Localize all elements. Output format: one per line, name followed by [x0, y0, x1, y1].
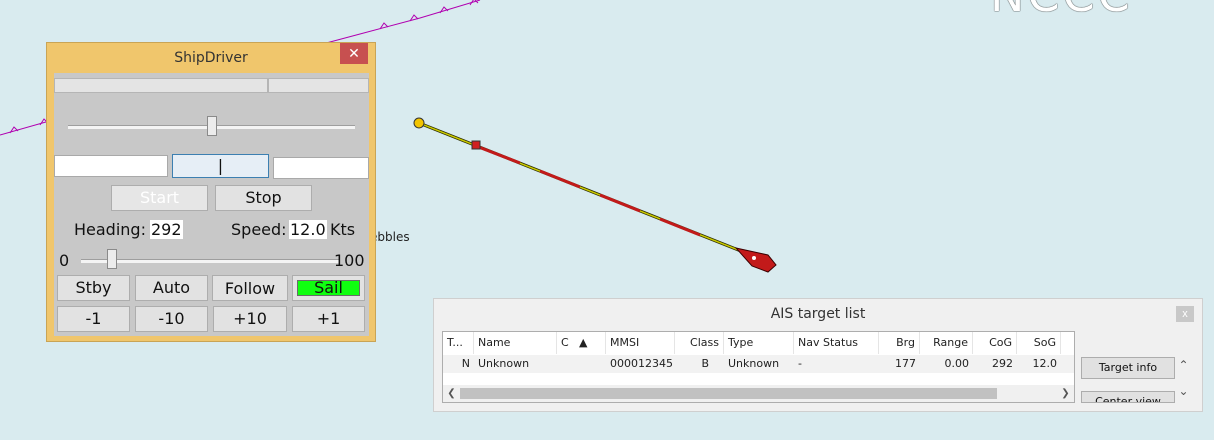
sail-button[interactable]: Sail: [292, 275, 365, 301]
column-header-cog[interactable]: CoG: [973, 332, 1017, 354]
center-view-button[interactable]: Center view: [1081, 391, 1175, 403]
ais-table[interactable]: T... Name C ▲ MMSI Class Type Nav Status…: [442, 331, 1075, 403]
target-info-button[interactable]: Target info: [1081, 357, 1175, 379]
speed-slider-thumb[interactable]: [106, 249, 117, 269]
ais-title: AIS target list: [770, 306, 866, 322]
start-button[interactable]: Start: [111, 185, 208, 211]
center-field-button[interactable]: |: [172, 154, 269, 178]
column-header-callsign[interactable]: C: [561, 336, 569, 349]
cell-type: N: [461, 357, 470, 370]
track-red-segments: [475, 144, 701, 237]
scroll-right-icon[interactable]: ❯: [1061, 388, 1070, 399]
cell-range: 0.00: [944, 357, 970, 370]
waypoint-marker[interactable]: [413, 117, 425, 129]
cell-bearing: 177: [895, 357, 916, 370]
table-row[interactable]: N Unknown 000012345 B Unknown - 177 0.00…: [443, 355, 1074, 373]
plus-1-button[interactable]: +1: [292, 306, 365, 332]
scroll-down-icon[interactable]: ⌄: [1178, 384, 1189, 398]
scroll-up-icon[interactable]: ⌃: [1178, 358, 1189, 372]
stop-button[interactable]: Stop: [215, 185, 312, 211]
shipdriver-window[interactable]: ShipDriver ✕ | Start Stop Heading: 292 S…: [46, 42, 376, 342]
horizontal-scroll-thumb[interactable]: [460, 388, 997, 399]
cell-mmsi: 000012345: [610, 357, 673, 370]
plus-10-button[interactable]: +10: [213, 306, 287, 332]
rudder-slider-thumb[interactable]: [207, 116, 217, 136]
column-header-name[interactable]: Name: [474, 332, 557, 354]
cell-cog: 292: [992, 357, 1013, 370]
auto-button[interactable]: Auto: [135, 275, 208, 301]
ais-target-list-window[interactable]: AIS target list x T... Name C ▲ MMSI Cla…: [433, 298, 1203, 412]
close-icon[interactable]: ✕: [340, 43, 368, 64]
stby-button[interactable]: Stby: [57, 275, 130, 301]
cell-ship-type: Unknown: [728, 357, 780, 370]
track-marker: [471, 140, 481, 150]
column-header-range[interactable]: Range: [920, 332, 973, 354]
cell-callsign: [557, 355, 606, 373]
scroll-left-icon[interactable]: ❮: [447, 388, 456, 399]
speed-range-max: 100: [334, 251, 365, 270]
minus-1-button[interactable]: -1: [57, 306, 130, 332]
close-icon[interactable]: x: [1176, 306, 1194, 322]
shipdriver-panel: | Start Stop Heading: 292 Speed: 12.0 Kt…: [54, 73, 369, 336]
column-header-mmsi[interactable]: MMSI: [606, 332, 675, 354]
column-header-type[interactable]: T...: [443, 332, 474, 354]
status-field-left: [54, 78, 268, 93]
speed-range-min: 0: [59, 251, 70, 270]
left-info-field[interactable]: [54, 155, 168, 177]
track-line-highlight: [418, 122, 757, 258]
cell-name: Unknown: [478, 357, 530, 370]
cell-class: B: [701, 357, 709, 370]
speed-value: 12.0: [289, 220, 327, 239]
cell-nav-status: -: [798, 357, 802, 370]
cell-sog: 12.0: [1032, 357, 1058, 370]
column-header-bearing[interactable]: Brg: [879, 332, 920, 354]
column-header-class[interactable]: Class: [675, 332, 724, 354]
horizontal-scrollbar[interactable]: ❮ ❯: [443, 385, 1074, 402]
speed-unit: Kts: [330, 220, 356, 239]
follow-button[interactable]: Follow: [212, 275, 288, 301]
sort-ascending-icon[interactable]: ▲: [575, 332, 606, 354]
status-field-right: [268, 78, 369, 93]
column-header-sog[interactable]: SoG: [1017, 332, 1061, 354]
chart-place-label: ebbles: [370, 230, 410, 244]
speed-slider-track: [81, 259, 339, 263]
heading-value: 292: [150, 220, 183, 239]
sail-button-label: Sail: [314, 278, 343, 297]
shipdriver-title: ShipDriver: [174, 50, 248, 66]
chart-large-label: NCCC: [990, 0, 1133, 22]
column-header-nav-status[interactable]: Nav Status: [794, 332, 879, 354]
sail-active-indicator: [297, 280, 360, 296]
minus-10-button[interactable]: -10: [135, 306, 208, 332]
right-info-field[interactable]: [273, 157, 369, 179]
ship-position-dot: [752, 256, 756, 260]
speed-label: Speed:: [231, 220, 287, 239]
column-header-ship-type[interactable]: Type: [724, 332, 794, 354]
ship-icon[interactable]: [734, 247, 777, 273]
heading-label: Heading:: [74, 220, 146, 239]
boundary-ticks: [9, 0, 479, 134]
